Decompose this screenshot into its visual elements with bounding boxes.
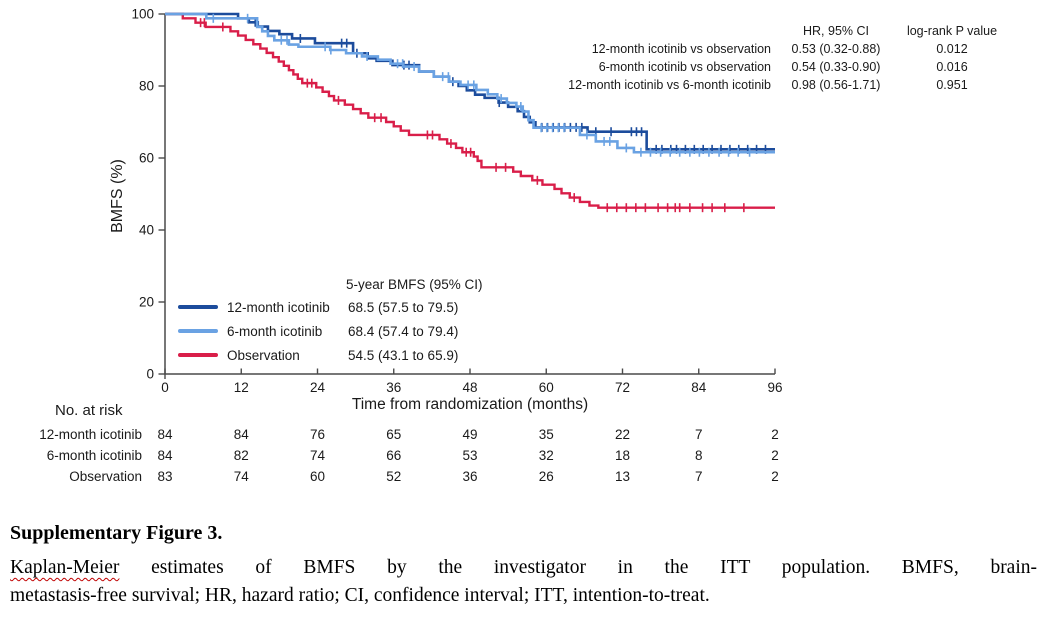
at-risk-count: 13 — [614, 469, 631, 484]
at-risk-count: 76 — [309, 427, 326, 442]
x-tick-label: 60 — [539, 380, 554, 395]
hr-row-pvalue: 0.016 — [936, 60, 968, 74]
at-risk-row-6-month-icotinib: 6-month icotinib 84 82 74 66 53 32 18 8 2 — [0, 448, 1047, 464]
hr-row-value: 0.54 (0.33-0.90) — [791, 60, 881, 74]
at-risk-count: 18 — [614, 448, 631, 463]
legend-item: 6-month icotinib 68.4 (57.4 to 79.4) — [178, 322, 483, 340]
at-risk-count: 84 — [233, 427, 249, 442]
at-risk-count: 22 — [614, 427, 631, 442]
caption-body-line1: Kaplan-Meier estimates of BMFS by the in… — [10, 554, 1037, 582]
y-tick-label: 80 — [139, 79, 154, 94]
hr-table-header-p: log-rank P value — [906, 24, 998, 38]
x-tick-label: 96 — [767, 380, 782, 395]
at-risk-row-observation: Observation 83 74 60 52 36 26 13 7 2 — [0, 469, 1047, 485]
hr-row-label: 12-month icotinib vs observation — [591, 42, 771, 56]
at-risk-row-label: Observation — [69, 469, 142, 484]
at-risk-count: 84 — [157, 448, 173, 463]
caption-text: estimates of BMFS by the investigator in… — [119, 557, 1037, 578]
at-risk-count: 66 — [386, 448, 402, 463]
figure-caption: Supplementary Figure 3. Kaplan-Meier est… — [10, 522, 1037, 610]
legend-swatch-observation — [178, 352, 218, 358]
hr-row-value: 0.98 (0.56-1.71) — [791, 78, 881, 92]
at-risk-title: No. at risk — [55, 402, 123, 419]
km-plot: 0 20 40 60 80 100 0 12 24 36 48 60 72 84 96 — [131, 7, 782, 395]
at-risk-count: 8 — [694, 448, 703, 463]
caption-body-line2: metastasis-free survival; HR, hazard rat… — [10, 585, 710, 606]
at-risk-count: 65 — [386, 427, 402, 442]
legend-label: Observation — [227, 347, 300, 363]
x-tick-label: 24 — [310, 380, 326, 395]
y-tick-label: 20 — [139, 295, 154, 310]
x-tick-label: 12 — [234, 380, 249, 395]
hr-table-header-hr: HR, 95% CI — [803, 24, 869, 38]
legend-item: Observation 54.5 (43.1 to 65.9) — [178, 346, 483, 364]
at-risk-count: 83 — [157, 469, 173, 484]
legend-swatch-6-month-icotinib — [178, 328, 218, 334]
at-risk-row-label: 6-month icotinib — [46, 448, 142, 463]
x-tick-label: 36 — [386, 380, 401, 395]
legend-label: 12-month icotinib — [227, 299, 330, 315]
hr-row-pvalue: 0.012 — [936, 42, 968, 56]
caption-title: Supplementary Figure 3. — [10, 522, 223, 544]
at-risk-count: 2 — [771, 469, 779, 484]
at-risk-count: 36 — [462, 469, 478, 484]
x-tick-label: 48 — [462, 380, 477, 395]
legend-header: 5-year BMFS (95% CI) — [346, 277, 483, 292]
x-tick-label: 84 — [691, 380, 707, 395]
hr-row-value: 0.53 (0.32-0.88) — [791, 42, 881, 56]
legend-value: 68.5 (57.5 to 79.5) — [348, 299, 459, 315]
hr-row-label: 12-month icotinib vs 6-month icotinib — [568, 78, 771, 92]
legend: 5-year BMFS (95% CI) 12-month icotinib 6… — [178, 277, 483, 364]
y-tick-label: 100 — [131, 7, 154, 22]
legend-value: 68.4 (57.4 to 79.4) — [348, 323, 459, 339]
at-risk-count: 82 — [233, 448, 249, 463]
y-tick-label: 60 — [139, 151, 154, 166]
x-axis-title: Time from randomization (months) — [351, 396, 589, 413]
at-risk-count: 35 — [538, 427, 554, 442]
hr-row-pvalue: 0.951 — [936, 78, 968, 92]
legend-value: 54.5 (43.1 to 65.9) — [348, 347, 459, 363]
km-curve-observation — [165, 12, 775, 209]
at-risk-count: 7 — [694, 427, 703, 442]
y-tick-label: 40 — [139, 223, 154, 238]
x-tick-label: 72 — [615, 380, 630, 395]
at-risk-count: 84 — [157, 427, 173, 442]
km-curve-6-month-icotinib — [165, 12, 775, 154]
legend-item: 12-month icotinib 68.5 (57.5 to 79.5) — [178, 298, 483, 316]
legend-label: 6-month icotinib — [227, 323, 323, 339]
hr-table: HR, 95% CI log-rank P value 12-month ico… — [568, 24, 1003, 92]
at-risk-count: 52 — [386, 469, 402, 484]
legend-swatch-12-month-icotinib — [178, 304, 218, 310]
at-risk-count: 2 — [771, 448, 779, 463]
at-risk-count: 60 — [309, 469, 326, 484]
x-tick-label: 0 — [161, 380, 169, 395]
at-risk-count: 2 — [771, 427, 779, 442]
y-axis-title: BMFS (%) — [109, 159, 126, 233]
at-risk-count: 74 — [233, 469, 249, 484]
at-risk-row-label: 12-month icotinib — [39, 427, 142, 442]
at-risk-count: 7 — [694, 469, 703, 484]
at-risk-count: 26 — [538, 469, 554, 484]
y-tick-label: 0 — [146, 367, 154, 382]
at-risk-count: 49 — [462, 427, 478, 442]
at-risk-count: 74 — [309, 448, 326, 463]
hr-row-label: 6-month icotinib vs observation — [598, 60, 771, 74]
at-risk-count: 32 — [538, 448, 554, 463]
at-risk-count: 53 — [462, 448, 478, 463]
spellchecked-word: Kaplan-Meier — [10, 557, 120, 578]
at-risk-row-12-month-icotinib: 12-month icotinib 84 84 76 65 49 35 22 7 2 — [0, 427, 1047, 443]
